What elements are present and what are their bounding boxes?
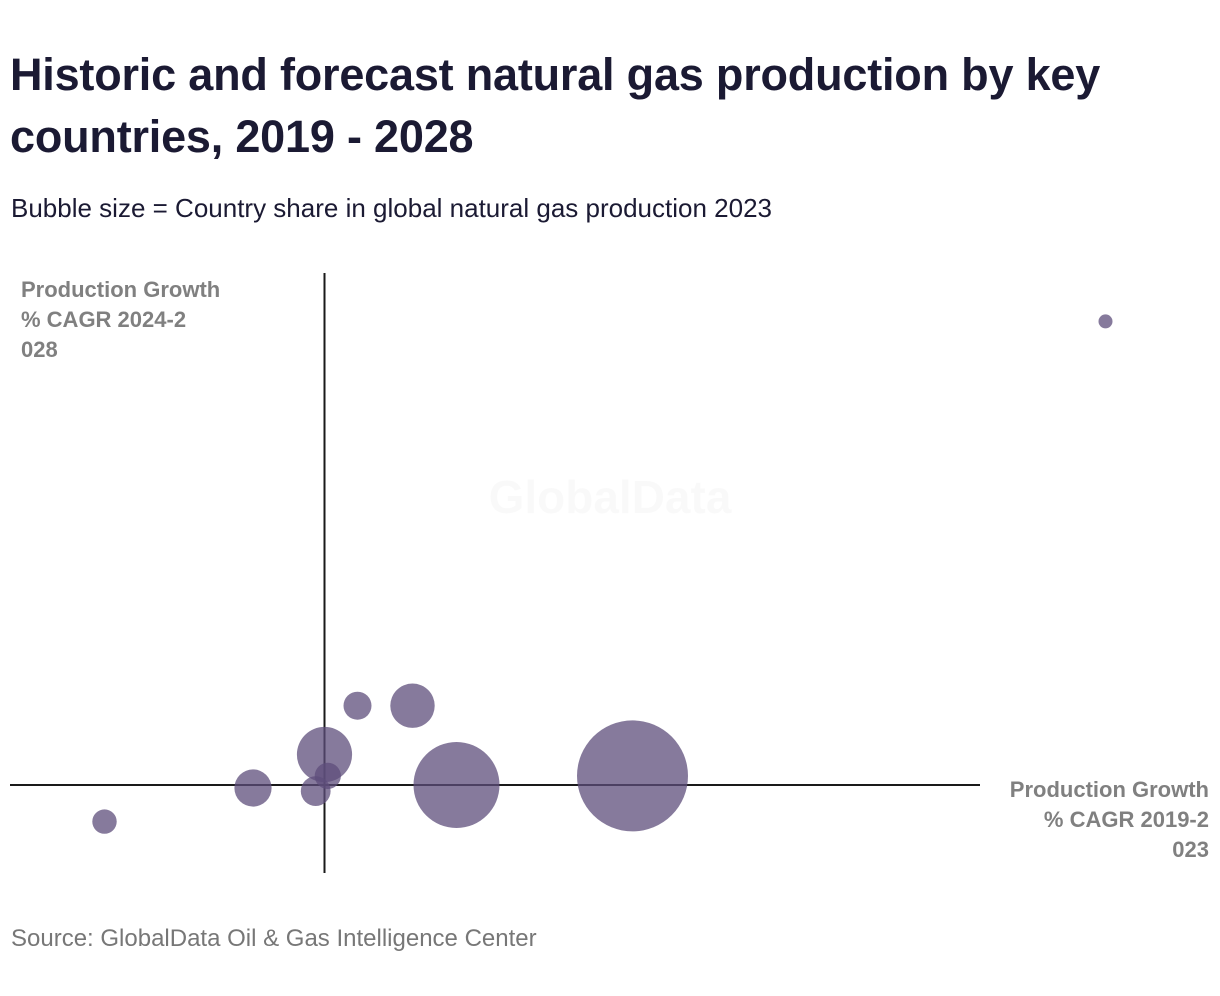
- watermark: GlobalData: [489, 471, 732, 523]
- bubble-point[interactable]: [234, 769, 272, 807]
- bubble-point[interactable]: [413, 742, 500, 828]
- bubble-point[interactable]: [92, 809, 117, 834]
- chart-subtitle: Bubble size = Country share in global na…: [11, 193, 772, 223]
- bubble-point[interactable]: [1098, 314, 1113, 329]
- bubble-point[interactable]: [343, 691, 372, 720]
- chart-title: Historic and forecast natural gas produc…: [10, 49, 1101, 162]
- bubble-point[interactable]: [314, 762, 341, 790]
- source-note: Source: GlobalData Oil & Gas Intelligenc…: [11, 925, 537, 952]
- x-axis-label: Production Growth% CAGR 2019-2 023: [1010, 777, 1209, 862]
- bubble-series: [92, 314, 1113, 834]
- bubble-point[interactable]: [390, 683, 435, 728]
- y-axis-label: Production Growth% CAGR 2024-2 028: [21, 277, 220, 362]
- bubble-point[interactable]: [577, 720, 688, 832]
